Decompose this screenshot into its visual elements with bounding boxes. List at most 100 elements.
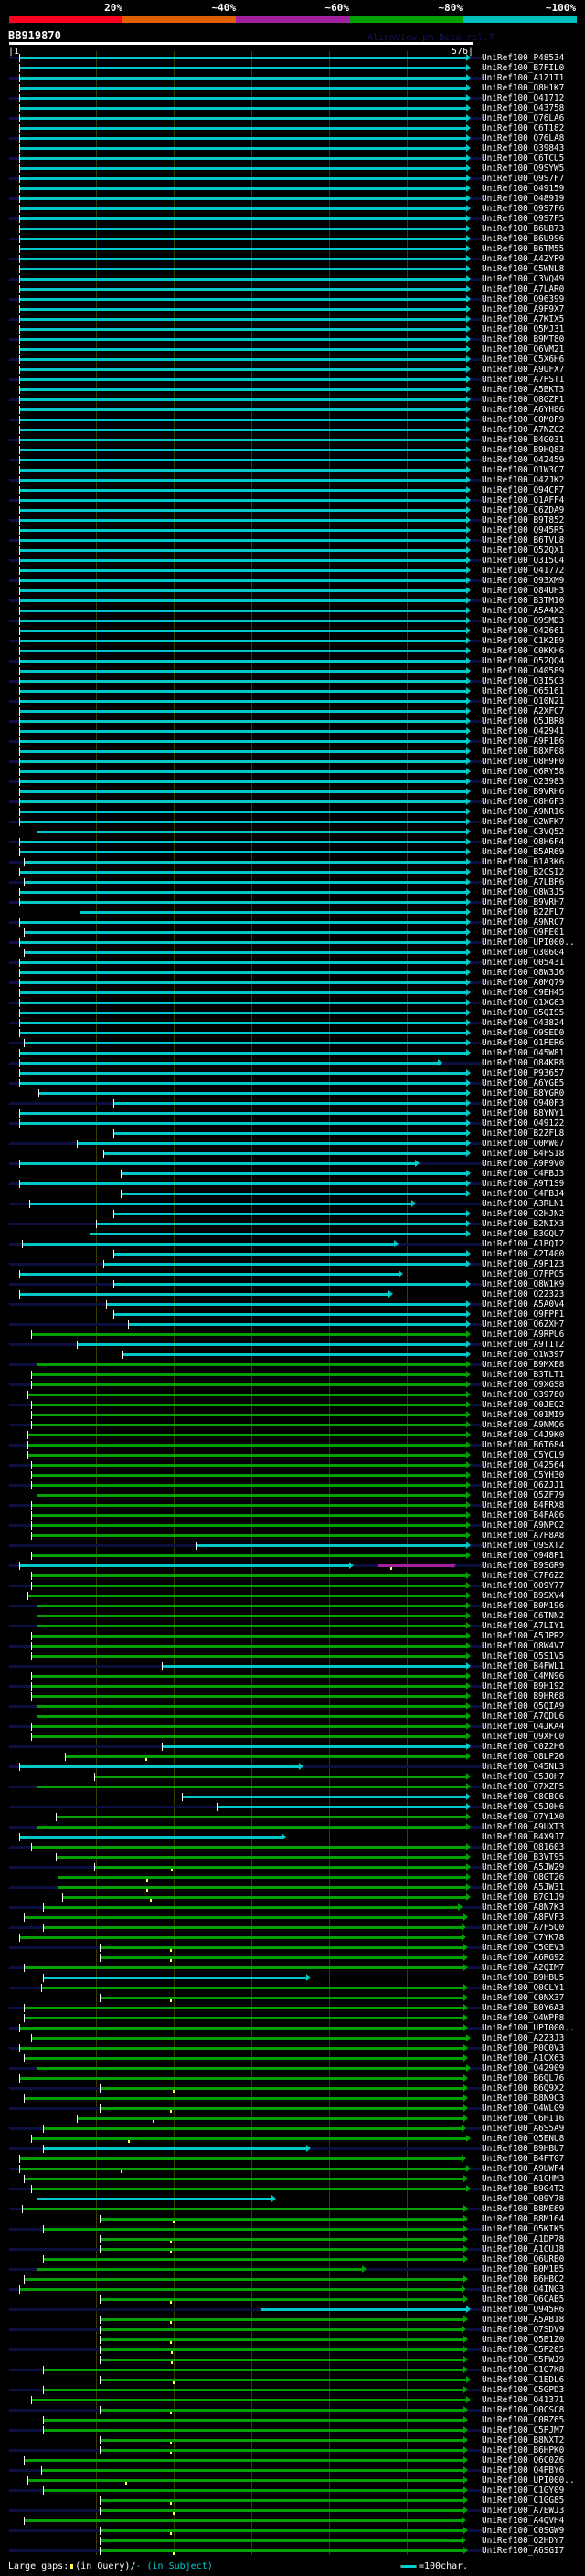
- alignment-row[interactable]: UniRef100_Q4WLG9: [0, 2104, 585, 2114]
- hit-label[interactable]: UniRef100_A9NMQ6: [482, 1420, 565, 1430]
- alignment-bar[interactable]: [19, 1072, 466, 1075]
- alignment-bar[interactable]: [30, 1373, 466, 1376]
- alignment-bar[interactable]: [19, 1062, 439, 1065]
- alignment-bar[interactable]: [19, 509, 466, 512]
- hit-label[interactable]: UniRef100_Q1XG63: [482, 998, 565, 1008]
- hit-label[interactable]: UniRef100_Q6RY58: [482, 767, 565, 777]
- hit-label[interactable]: UniRef100_B3GQU7: [482, 1229, 565, 1239]
- hit-label[interactable]: UniRef100_Q6ZXH7: [482, 1320, 565, 1330]
- alignment-bar[interactable]: [19, 137, 466, 140]
- alignment-bar[interactable]: [19, 891, 466, 894]
- alignment-row[interactable]: UniRef100_A8N7K3: [0, 1903, 585, 1913]
- alignment-bar[interactable]: [19, 941, 466, 944]
- alignment-row[interactable]: UniRef100_B6U9S6: [0, 234, 585, 244]
- hit-label[interactable]: UniRef100_C3VQ52: [482, 827, 565, 837]
- alignment-row[interactable]: UniRef100_A5AB18: [0, 2315, 585, 2325]
- hit-label[interactable]: UniRef100_Q6VM21: [482, 345, 565, 355]
- alignment-row[interactable]: UniRef100_Q5JBR8: [0, 716, 585, 726]
- hit-label[interactable]: UniRef100_B6QL76: [482, 2073, 565, 2083]
- alignment-row[interactable]: UniRef100_Q40589: [0, 666, 585, 676]
- alignment-bar[interactable]: [19, 690, 466, 693]
- hit-label[interactable]: UniRef100_A1CHM3: [482, 2174, 565, 2184]
- alignment-row[interactable]: UniRef100_Q10N21: [0, 696, 585, 706]
- alignment-row[interactable]: UniRef100_C9EH45: [0, 988, 585, 998]
- alignment-bar[interactable]: [30, 1735, 466, 1738]
- alignment-bar[interactable]: [22, 2208, 464, 2210]
- alignment-bar[interactable]: [19, 1082, 466, 1085]
- alignment-row[interactable]: UniRef100_B9HBU7: [0, 2144, 585, 2154]
- alignment-bar[interactable]: [19, 258, 466, 260]
- alignment-bar[interactable]: [19, 268, 466, 270]
- alignment-bar[interactable]: [99, 2499, 464, 2502]
- alignment-bar[interactable]: [19, 559, 466, 562]
- hit-label[interactable]: UniRef100_Q01MI9: [482, 1410, 565, 1420]
- alignment-bar[interactable]: [19, 841, 466, 843]
- alignment-bar[interactable]: [36, 1786, 466, 1788]
- alignment-bar[interactable]: [30, 1484, 466, 1487]
- alignment-bar[interactable]: [43, 2489, 464, 2492]
- hit-label[interactable]: UniRef100_A5A4X2: [482, 606, 565, 616]
- hit-label[interactable]: UniRef100_C5PJM7: [482, 2425, 565, 2435]
- alignment-bar[interactable]: [99, 2379, 466, 2381]
- alignment-row[interactable]: UniRef100_Q9S7F7: [0, 174, 585, 184]
- alignment-row[interactable]: UniRef100_Q01MI9: [0, 1410, 585, 1420]
- alignment-bar[interactable]: [99, 2238, 464, 2241]
- hit-label[interactable]: UniRef100_Q8H1K7: [482, 83, 565, 93]
- alignment-bar[interactable]: [128, 1323, 466, 1326]
- alignment-row[interactable]: UniRef100_B6UB73: [0, 224, 585, 234]
- alignment-bar[interactable]: [30, 1675, 466, 1678]
- alignment-bar[interactable]: [19, 2157, 462, 2160]
- hit-label[interactable]: UniRef100_B4FRX8: [482, 1500, 565, 1511]
- alignment-row[interactable]: UniRef100_Q8W4V7: [0, 1641, 585, 1651]
- alignment-bar[interactable]: [65, 1755, 466, 1758]
- hit-label[interactable]: UniRef100_Q4PBY6: [482, 2465, 565, 2475]
- alignment-row[interactable]: UniRef100_C0KKH6: [0, 646, 585, 656]
- hit-label[interactable]: UniRef100_B4FS18: [482, 1149, 565, 1159]
- alignment-row[interactable]: UniRef100_B4FWL1: [0, 1661, 585, 1671]
- hit-label[interactable]: UniRef100_A6YGE5: [482, 1078, 565, 1088]
- alignment-bar[interactable]: [112, 1132, 466, 1135]
- hit-label[interactable]: UniRef100_B9SXV4: [482, 1591, 565, 1601]
- alignment-row[interactable]: UniRef100_Q7SDV9: [0, 2325, 585, 2335]
- alignment-bar[interactable]: [96, 1223, 466, 1225]
- alignment-bar[interactable]: [99, 2549, 464, 2552]
- hit-label[interactable]: UniRef100_B6HBC2: [482, 2274, 565, 2284]
- alignment-row[interactable]: UniRef100_Q9SMD3: [0, 616, 585, 626]
- hit-label[interactable]: UniRef100_A8N7K3: [482, 1903, 565, 1913]
- alignment-row[interactable]: UniRef100_C0NX37: [0, 1993, 585, 2003]
- alignment-bar[interactable]: [40, 1987, 464, 1989]
- hit-label[interactable]: UniRef100_C6HI16: [482, 2114, 565, 2124]
- hit-label[interactable]: UniRef100_Q9S7F5: [482, 214, 565, 224]
- alignment-bar[interactable]: [99, 1997, 464, 1999]
- alignment-row[interactable]: UniRef100_Q8H6F4: [0, 837, 585, 847]
- alignment-bar[interactable]: [19, 961, 466, 964]
- alignment-bar[interactable]: [43, 2258, 464, 2261]
- alignment-row[interactable]: UniRef100_B5AR69: [0, 847, 585, 857]
- alignment-bar[interactable]: [19, 197, 466, 200]
- alignment-row[interactable]: UniRef100_P48534: [0, 53, 585, 63]
- alignment-row[interactable]: UniRef100_A7PST1: [0, 375, 585, 385]
- hit-label[interactable]: UniRef100_A9NR16: [482, 807, 565, 817]
- alignment-row[interactable]: UniRef100_A9NRC7: [0, 917, 585, 928]
- alignment-bar[interactable]: [19, 680, 466, 683]
- alignment-row[interactable]: UniRef100_C7YK78: [0, 1933, 585, 1943]
- hit-label[interactable]: UniRef100_Q9FPF1: [482, 1309, 565, 1320]
- alignment-bar[interactable]: [19, 610, 466, 612]
- alignment-bar[interactable]: [19, 1182, 466, 1185]
- alignment-bar[interactable]: [19, 971, 466, 974]
- alignment-row[interactable]: UniRef100_B8YNY1: [0, 1108, 585, 1118]
- alignment-bar[interactable]: [19, 1836, 282, 1839]
- alignment-row[interactable]: UniRef100_C5P205: [0, 2345, 585, 2355]
- alignment-bar[interactable]: [19, 378, 466, 381]
- alignment-bar[interactable]: [99, 2409, 464, 2412]
- alignment-row[interactable]: UniRef100_C3VQ52: [0, 827, 585, 837]
- alignment-row[interactable]: UniRef100_B3TLT1: [0, 1370, 585, 1380]
- hit-label[interactable]: UniRef100_Q3I5C3: [482, 676, 565, 686]
- hit-label[interactable]: UniRef100_Q5B1Z0: [482, 2335, 565, 2345]
- alignment-row[interactable]: UniRef100_C5PJM7: [0, 2425, 585, 2435]
- alignment-row[interactable]: UniRef100_Q9FE01: [0, 928, 585, 938]
- alignment-row[interactable]: UniRef100_C6ZDA9: [0, 505, 585, 515]
- alignment-bar[interactable]: [99, 2539, 462, 2542]
- hit-label[interactable]: UniRef100_B9SGR9: [482, 1561, 565, 1571]
- alignment-row[interactable]: UniRef100_Q940F3: [0, 1098, 585, 1108]
